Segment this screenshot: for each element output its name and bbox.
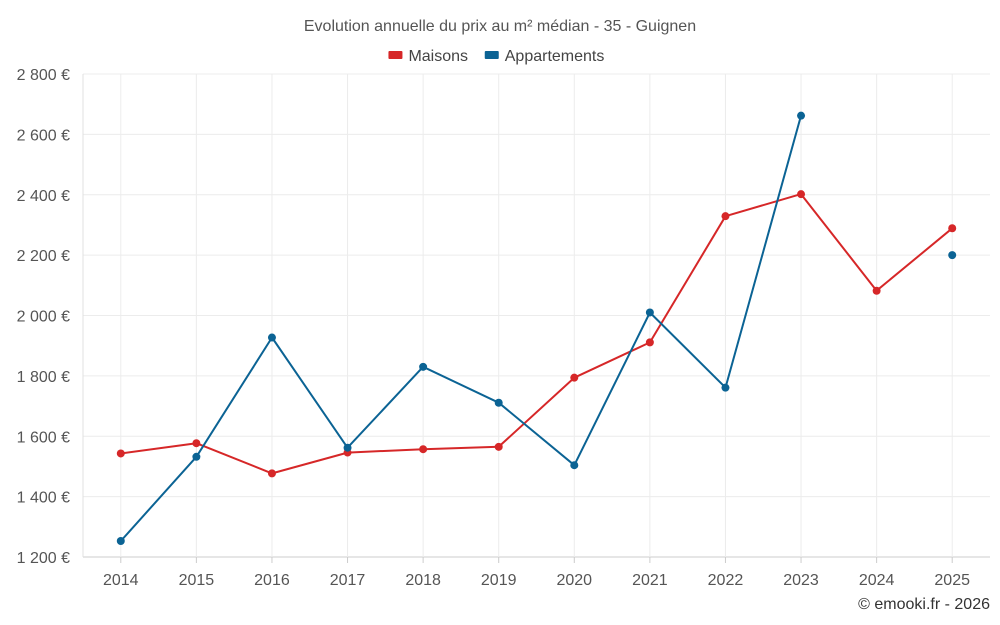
data-point-maisons — [116, 449, 125, 458]
data-point-maisons — [645, 338, 654, 347]
data-point-appartements — [419, 362, 428, 371]
credit-label: © emooki.fr - 2026 — [858, 596, 990, 613]
data-point-appartements — [116, 537, 125, 546]
x-tick-label: 2016 — [254, 572, 290, 589]
data-point-maisons — [570, 373, 579, 382]
data-point-appartements — [948, 251, 957, 260]
data-point-appartements — [494, 398, 503, 407]
series-layer — [116, 111, 957, 546]
data-point-appartements — [267, 333, 276, 342]
y-tick-label: 1 800 € — [17, 369, 70, 386]
data-point-maisons — [721, 212, 730, 221]
data-point-maisons — [797, 190, 806, 199]
x-tick-label: 2024 — [859, 572, 895, 589]
data-point-maisons — [948, 224, 957, 233]
x-tick-label: 2014 — [103, 572, 139, 589]
y-tick-label: 2 600 € — [17, 127, 70, 144]
data-point-maisons — [267, 469, 276, 478]
data-point-appartements — [570, 461, 579, 470]
data-point-maisons — [419, 445, 428, 454]
x-tick-label: 2023 — [783, 572, 819, 589]
y-tick-label: 1 600 € — [17, 429, 70, 446]
y-axis: 1 200 € 1 400 € 1 600 € 1 800 € 2 000 € 2 200… — [17, 67, 70, 567]
x-tick-label: 2015 — [179, 572, 215, 589]
x-tick-label: 2020 — [556, 572, 592, 589]
x-tick-label: 2018 — [405, 572, 441, 589]
legend-swatch-maisons — [388, 51, 403, 59]
x-tick-label: 2017 — [330, 572, 366, 589]
x-tick-label: 2022 — [708, 572, 744, 589]
y-tick-label: 1 400 € — [17, 490, 70, 507]
legend-label-appartements: Appartements — [505, 48, 605, 65]
data-point-maisons — [494, 442, 503, 451]
y-tick-label: 2 000 € — [17, 309, 70, 326]
grid — [82, 73, 990, 558]
chart-title: Evolution annuelle du prix au m² médian … — [304, 18, 696, 35]
x-axis: 2014 2015 2016 2017 2018 2019 2020 2021 2022 2023… — [103, 557, 970, 589]
x-tick-label: 2021 — [632, 572, 668, 589]
series-line-maisons — [120, 193, 953, 475]
series-line-appartements — [120, 115, 802, 542]
y-tick-label: 2 800 € — [17, 67, 70, 84]
legend-label-maisons: Maisons — [408, 48, 468, 65]
data-point-maisons — [192, 439, 201, 448]
data-point-appartements — [721, 383, 730, 392]
data-point-appartements — [192, 452, 201, 461]
y-tick-label: 2 400 € — [17, 188, 70, 205]
data-point-appartements — [645, 308, 654, 317]
y-tick-label: 1 200 € — [17, 550, 70, 567]
data-point-appartements — [797, 111, 806, 120]
x-tick-label: 2019 — [481, 572, 517, 589]
data-point-appartements — [343, 443, 352, 452]
legend-swatch-appartements — [484, 51, 499, 59]
y-tick-label: 2 200 € — [17, 248, 70, 265]
legend: Maisons Appartements — [388, 48, 604, 65]
data-point-maisons — [872, 286, 881, 295]
x-tick-label: 2025 — [934, 572, 970, 589]
